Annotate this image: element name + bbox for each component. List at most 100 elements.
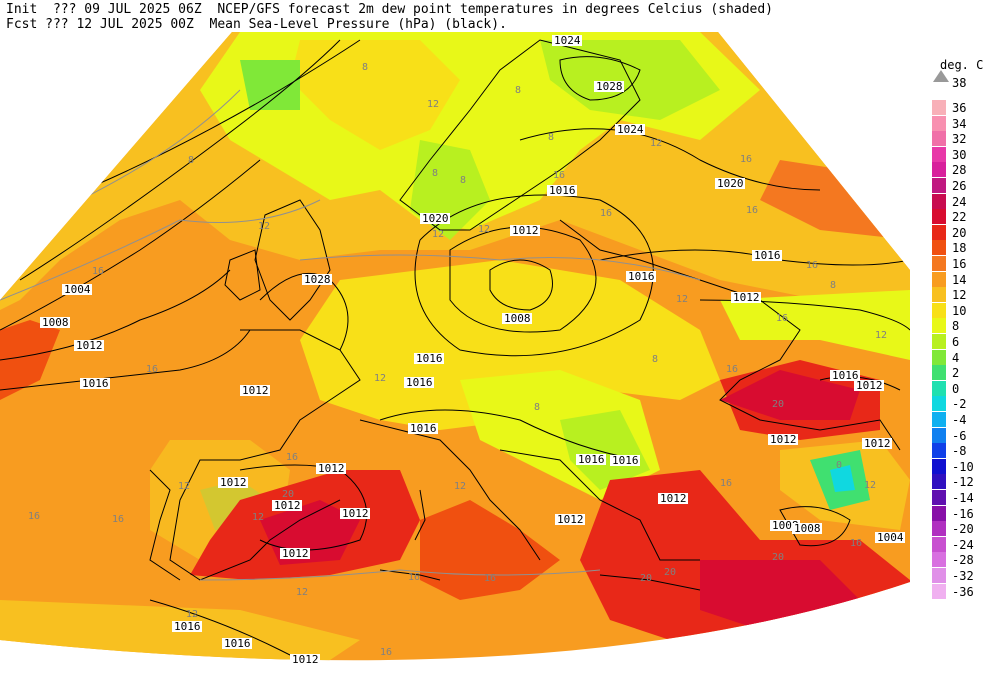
- legend-row: 4: [930, 349, 996, 365]
- legend-label: 6: [952, 335, 960, 349]
- legend-label: 8: [952, 319, 960, 334]
- legend-label: 22: [952, 210, 967, 225]
- legend-label: 26: [952, 179, 967, 193]
- dewpoint-label: 16: [746, 205, 758, 216]
- isobar-label: 1016: [578, 453, 605, 466]
- dewpoint-label: 16: [146, 364, 158, 375]
- dewpoint-label: 12: [186, 609, 198, 620]
- dewpoint-label: 12: [650, 138, 662, 149]
- legend-label: -4: [952, 413, 967, 427]
- dewpoint-label: 20: [772, 552, 784, 563]
- dewpoint-label: 20: [640, 573, 652, 584]
- legend-row: -32: [930, 568, 996, 583]
- isobar-label: 1020: [717, 177, 744, 190]
- legend-label: 20: [952, 225, 967, 240]
- legend-label: 4: [952, 350, 960, 365]
- legend-row: 10: [930, 302, 996, 318]
- isobar-label: 1008: [504, 312, 531, 325]
- header-fcst-line: Fcst ??? 12 JUL 2025 00Z Mean Sea-Level …: [6, 17, 507, 32]
- legend-label: 10: [952, 303, 967, 318]
- isobar-label: 1012: [220, 476, 247, 489]
- isobar-label: 1004: [64, 283, 91, 296]
- dewpoint-label: 16: [286, 452, 298, 463]
- isobar-label: 1008: [42, 316, 69, 329]
- header-init-line: Init ??? 09 JUL 2025 06Z NCEP/GFS foreca…: [6, 2, 774, 17]
- dewpoint-label: 12: [258, 221, 270, 232]
- isobar-label: 1016: [549, 184, 576, 197]
- isobar-label: 1012: [770, 433, 797, 446]
- legend-swatch: [932, 302, 946, 318]
- dewpoint-label: 12: [454, 481, 466, 492]
- legend-label: -6: [952, 428, 967, 443]
- legend-swatch: [932, 193, 946, 209]
- legend-swatch: [932, 505, 946, 521]
- legend-label: 24: [952, 194, 967, 209]
- legend-swatch: [932, 349, 946, 365]
- isobar-label: 1028: [596, 80, 623, 93]
- dewpoint-label: 8: [534, 402, 540, 413]
- dewpoint-label: 20: [772, 399, 784, 410]
- legend-row: -2: [930, 396, 996, 412]
- legend-row: 6: [930, 334, 996, 349]
- legend-swatch: [932, 100, 946, 115]
- legend-swatch: [932, 146, 946, 162]
- legend-row: 12: [930, 287, 996, 303]
- dewpoint-label: 12: [478, 224, 490, 235]
- isobar-label: 1012: [318, 462, 345, 475]
- legend-row: -24: [930, 536, 996, 552]
- legend-swatch: [932, 115, 946, 131]
- legend-label: -28: [952, 553, 974, 568]
- legend-row: 2: [930, 365, 996, 381]
- isobar-label: 1012: [76, 339, 103, 352]
- legend-swatch: [932, 427, 946, 443]
- legend-swatch: [932, 318, 946, 334]
- legend-label: -32: [952, 569, 974, 583]
- legend-swatch: [932, 209, 946, 225]
- legend-overflow-triangle-icon: [933, 70, 949, 82]
- legend-row: -10: [930, 458, 996, 474]
- legend-row: 24: [930, 193, 996, 209]
- legend-row: -6: [930, 427, 996, 443]
- legend-swatch: [932, 583, 946, 599]
- coastlines: [149, 39, 901, 591]
- legend-label: 2: [952, 366, 960, 381]
- isobar-label: 1012: [292, 653, 319, 666]
- dewpoint-contours: [0, 89, 701, 581]
- dewpoint-label: 8: [515, 85, 521, 96]
- legend-label: 30: [952, 147, 967, 162]
- legend-swatch: [932, 365, 946, 381]
- legend-swatch: [932, 178, 946, 193]
- isobar-label: 1016: [410, 422, 437, 435]
- legend-swatch: [932, 131, 946, 147]
- legend-label: 32: [952, 132, 967, 147]
- dewpoint-label: 16: [850, 538, 862, 549]
- legend-row: 8: [930, 318, 996, 334]
- dewpoint-label: 8: [362, 62, 368, 73]
- dewpoint-label: 16: [740, 154, 752, 165]
- isobar-label: 1008: [794, 522, 821, 535]
- legend-label: 36: [952, 101, 967, 115]
- legend-label: 16: [952, 257, 967, 271]
- isobar-label: 1012: [342, 507, 369, 520]
- isobar-label: 1008: [772, 519, 799, 532]
- isobar-label: 1012: [733, 291, 760, 304]
- legend-swatch: [932, 334, 946, 349]
- legend-swatch: [932, 256, 946, 271]
- isobar-label: 1016: [832, 369, 859, 382]
- dewpoint-label: 16: [806, 260, 818, 271]
- legend-label: 28: [952, 163, 967, 178]
- dewpoint-label: 12: [296, 587, 308, 598]
- isobar-label: 1012: [274, 499, 301, 512]
- dewpoint-label: 8: [460, 175, 466, 186]
- dewpoint-label: 20: [282, 489, 294, 500]
- legend-label: 0: [952, 381, 960, 396]
- isobar-label: 1024: [617, 123, 644, 136]
- dewpoint-label: 12: [875, 330, 887, 341]
- isobar-label: 1016: [628, 270, 655, 283]
- legend-row: 22: [930, 209, 996, 225]
- legend-swatch: [932, 568, 946, 583]
- dewpoint-label: 12: [178, 481, 190, 492]
- legend-row: 16: [930, 256, 996, 271]
- isobar-label: 1012: [557, 513, 584, 526]
- dewpoint-label: 12: [864, 480, 876, 491]
